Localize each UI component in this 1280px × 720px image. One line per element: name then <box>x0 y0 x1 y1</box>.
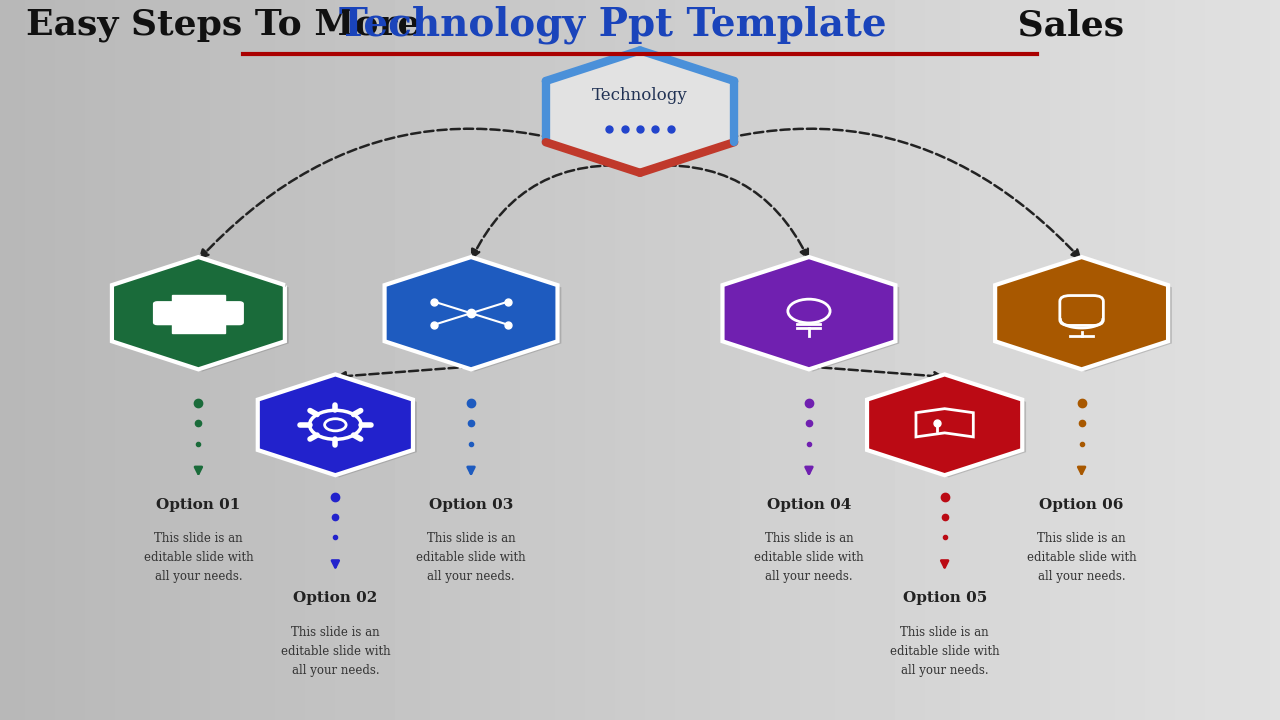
Text: This slide is an
editable slide with
all your needs.: This slide is an editable slide with all… <box>890 626 1000 677</box>
Polygon shape <box>257 374 413 475</box>
Bar <box>172 323 225 333</box>
FancyArrowPatch shape <box>338 366 471 380</box>
Text: This slide is an
editable slide with
all your needs.: This slide is an editable slide with all… <box>754 532 864 583</box>
Text: Option 03: Option 03 <box>429 498 513 511</box>
Polygon shape <box>867 374 1023 475</box>
Polygon shape <box>388 259 562 372</box>
FancyArrowPatch shape <box>472 166 640 257</box>
FancyArrowPatch shape <box>200 129 640 258</box>
FancyArrowPatch shape <box>809 366 942 380</box>
Bar <box>172 294 225 305</box>
Polygon shape <box>726 259 900 372</box>
Text: Sales: Sales <box>1005 8 1124 42</box>
Polygon shape <box>722 257 896 369</box>
Text: Option 01: Option 01 <box>156 498 241 511</box>
Text: Technology: Technology <box>593 87 687 104</box>
Text: This slide is an
editable slide with
all your needs.: This slide is an editable slide with all… <box>280 626 390 677</box>
Text: Option 06: Option 06 <box>1039 498 1124 511</box>
Polygon shape <box>998 259 1172 372</box>
Text: Easy Steps To More: Easy Steps To More <box>26 8 433 42</box>
Polygon shape <box>384 257 558 369</box>
Polygon shape <box>115 259 289 372</box>
Text: Option 02: Option 02 <box>293 591 378 605</box>
FancyBboxPatch shape <box>154 302 243 325</box>
Polygon shape <box>545 50 735 173</box>
Polygon shape <box>995 257 1169 369</box>
Text: Option 05: Option 05 <box>902 591 987 605</box>
FancyArrowPatch shape <box>640 129 1080 258</box>
Polygon shape <box>111 257 285 369</box>
FancyArrowPatch shape <box>640 166 808 257</box>
Text: Technology Ppt Template: Technology Ppt Template <box>339 6 887 45</box>
Polygon shape <box>870 377 1027 477</box>
Text: This slide is an
editable slide with
all your needs.: This slide is an editable slide with all… <box>1027 532 1137 583</box>
Polygon shape <box>261 377 417 477</box>
Text: This slide is an
editable slide with
all your needs.: This slide is an editable slide with all… <box>416 532 526 583</box>
Text: This slide is an
editable slide with
all your needs.: This slide is an editable slide with all… <box>143 532 253 583</box>
Text: Option 04: Option 04 <box>767 498 851 511</box>
